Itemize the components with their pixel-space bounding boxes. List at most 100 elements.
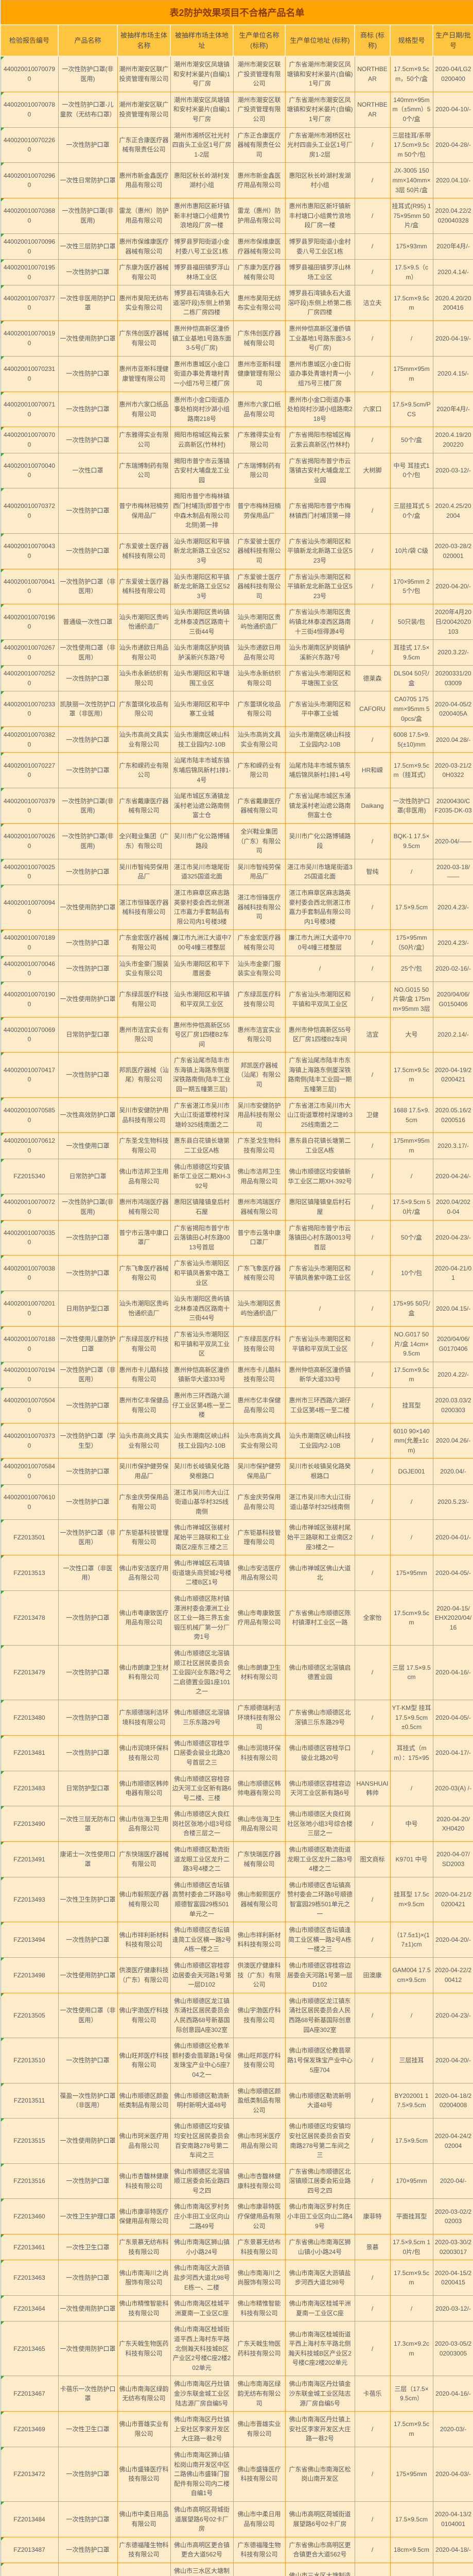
cell-sampled-entity-name: 广东爱彼士医疗器械科技有限公司 <box>117 568 171 605</box>
cell-brand: 景慕 <box>354 2234 391 2261</box>
cell-production-date: 2020-04-05/- <box>432 1699 473 1736</box>
cell-brand: / <box>354 639 391 666</box>
cell-sampled-entity-address: 惠州市小金口街道办事处柏岗村沙湖小组路南218号 <box>170 391 234 428</box>
cell-producer-address: 广东省汕头市潮阳区和平镇新龙北新路工业区523号 <box>285 533 355 569</box>
cell-sampled-entity-name: 汕头市金豪门服装实业有限公司 <box>117 955 171 982</box>
cell-spec-model: 17.5cm×9.5cm，50个/盒 <box>390 56 433 92</box>
cell-brand: 洁宜 <box>354 1016 391 1053</box>
cell-product-name: 一次性防护口罩 <box>58 955 118 982</box>
cell-brand: Daikang <box>354 788 391 824</box>
cell-sampled-entity-name: 广东爱彼士医疗器械科技有限公司 <box>117 533 171 569</box>
table-row: 4400200100705850 一次性高效防护口罩 吴川市安健防护用品科技有限公司… <box>0 1097 473 1133</box>
cell-spec-model: NO.G017 50片/盒 14cm×9.5cm <box>390 1326 433 1362</box>
table-row: 4400200100700700 一次性防护口罩 广东雅得实业有限公司 揭阳市榕城区梅… <box>0 427 473 453</box>
cell-spec-model: 17.5×9.5cm <box>390 2118 433 2164</box>
cell-report-no: FZ2013491 <box>0 1841 59 1877</box>
cell-sampled-entity-address: 佛山市顺德区陈村镇潭洲村委会潭洲工业区工业一路三界五金锻压机械厂第一分厂旁1号 <box>170 1590 234 1646</box>
cell-report-no: 4400200100703770 <box>0 285 59 321</box>
cell-sampled-entity-name: 供澳医疗健康科技（广东）有限公司 <box>117 1957 171 1993</box>
cell-brand: HANSHUAI韩帅 <box>354 1770 391 1807</box>
cell-product-name: 一次性防护口罩 <box>58 127 118 163</box>
cell-product-name: 一次性使用口罩（非医用） <box>58 639 118 666</box>
cell-production-date: 2020-04-19/- <box>432 320 473 357</box>
cell-producer-address: 广东省佛山市南海区狮山镇小小路24号 <box>285 2234 355 2261</box>
cell-brand: / <box>354 533 391 569</box>
cell-product-name: 日常防护口罩 <box>58 1158 118 1195</box>
table-row: 4400200100702010 日用防护型口罩 汕头市潮阳区贵屿怡通织造厂 汕头市潮… <box>0 1291 473 1327</box>
cell-product-name: 一次性防护口罩（非医用） <box>58 568 118 605</box>
cell-production-date: 2020-04-16/- <box>432 2376 473 2412</box>
cell-report-no: FZ2013487 <box>0 2536 59 2563</box>
cell-sampled-entity-address: 佛山市顺德区容桂华口居委会骏业北路20号首层之三 <box>170 1735 234 1771</box>
table-row: FZ2013483 日常防护型口罩 佛山市顺德区韩帅电器有限公司 佛山市顺德区容桂容边… <box>0 1770 473 1807</box>
cell-sampled-entity-address: 惠阳区秋长岭湖村发湖村小组 <box>170 162 234 199</box>
cell-brand: / <box>354 823 391 859</box>
cell-product-name: 一次性防护口罩 <box>58 427 118 453</box>
column-header-production-date: 生产日期/批号 <box>432 24 473 57</box>
cell-production-date: 2020.04.28/- <box>432 726 473 753</box>
cell-production-date: 2020-04-24/202004 <box>432 2118 473 2164</box>
cell-producer-address: 佛山市南海区桂城平洲夏南一工业区C座 <box>285 2295 355 2322</box>
cell-producer-name: 佛山市祥利新材料科技有限公司 <box>233 1922 286 1958</box>
cell-spec-model: 175×93mm <box>390 233 433 260</box>
cell-report-no: 4400200100703790 <box>0 788 59 824</box>
cell-spec-model: 挂耳式(R95) 175×95mm 50片/盒 <box>390 198 433 234</box>
cell-producer-address: 佛山市南海区桂城街道平西上海村东平路北侧瀚天科技城B区产业区2号楼C座2楼202… <box>285 2321 355 2377</box>
cell-brand: / <box>354 1876 391 1923</box>
cell-product-name: 一次性使用防护口罩 <box>58 320 118 357</box>
cell-brand: CAFORU <box>354 691 391 727</box>
cell-report-no: 4400200100700430 <box>0 533 59 569</box>
cell-producer-name: 佛山市洁邦卫生用品有限公司 <box>233 1158 286 1195</box>
cell-producer-name: 广东顺德瑞利洁环境科技有限公司 <box>233 1699 286 1736</box>
table-row: FZ2013469 一次性卫生口罩 佛山市晋雄实业有限公司 佛山市南海区丹灶镇上安社区… <box>0 2411 473 2447</box>
cell-producer-name: 佛山市润境环保科技有限公司 <box>233 1735 286 1771</box>
cell-product-name: 一次性防护口罩 <box>58 2260 118 2296</box>
table-row: 4400200100700790 一次性防护口罩(非医用) 潮州市潮安区联广投资管理… <box>0 56 473 92</box>
cell-producer-name: 佛山市顺德区韩帅电器有限公司 <box>233 1770 286 1807</box>
cell-producer-name: 佛山市粤康致医疗用品有限公司 <box>233 1590 286 1646</box>
cell-product-name: 一次性防护口罩 <box>58 1590 118 1646</box>
table-row: 4400200100706100 一次性防护口罩 广东金庆劳保用品有限公司 湛江市吴川… <box>0 1484 473 1520</box>
cell-producer-address: 佛山市顺德区容桂容边居委会天河路1号第一层D102 <box>285 1957 355 1993</box>
cell-sampled-entity-address: 汕尾市城区东涌镇龙溪村老汕遮公路南侧富士仓 <box>170 788 234 824</box>
cell-report-no: 4400200100702010 <box>0 1291 59 1327</box>
cell-spec-model: 三层挂耳 <box>390 2038 433 2083</box>
cell-producer-address: 佛山市禅城区张槎村尾始平三路联和工业南区2座3楼之一 <box>285 1519 355 1556</box>
cell-report-no: FZ2013505 <box>0 1992 59 2039</box>
cell-producer-name: 广东金庆劳保用品有限公司 <box>233 1484 286 1520</box>
cell-report-no: 4400200100703820 <box>0 726 59 753</box>
cell-producer-address: 广东省汕头市潮阳区和平镇新龙北新路工业区523号 <box>285 568 355 605</box>
cell-producer-address: 佛山市禅城区佛山大道北 <box>285 1555 355 1591</box>
cell-product-name: 一次性防护口罩 <box>58 488 118 534</box>
cell-report-no: 4400200100705840 <box>0 1458 59 1485</box>
cell-producer-name: 广东景慕无纺布科技有限公司 <box>233 2234 286 2261</box>
cell-report-no: FZ2013473 <box>0 2562 59 2576</box>
cell-product-name: 一次性三层无防布口罩 <box>58 1806 118 1842</box>
cell-producer-address: 广东省汕头市潮阳区和平中寨工业城 <box>285 691 355 727</box>
cell-producer-address: 广东省汕头市潮阳区和平塘围工业区 <box>285 665 355 692</box>
column-header-brand: 商标 (标称) <box>354 24 391 57</box>
cell-production-date: 2020.3.17/- <box>432 1132 473 1159</box>
cell-product-name: 一次性使用防护口罩 <box>58 2118 118 2164</box>
cell-producer-name: 惠州市亿丰保健品有限公司 <box>233 1387 286 1423</box>
cell-producer-address: 广东省揭阳市榕城区梅云紫云高新区(竹林村) <box>285 427 355 453</box>
table-row: FZ2013465 一次性使用防护口罩 广东天戟生物医药科技有限公司 佛山市南海区桂城… <box>0 2321 473 2377</box>
cell-producer-address: 广东省揭阳市普宁市云落镇田心村东路0013号首层 <box>285 1219 355 1256</box>
cell-brand: / <box>354 1219 391 1256</box>
cell-producer-address: 广东省佛山市高明区更合镇更合大道562号 <box>285 2536 355 2563</box>
cell-sampled-entity-name: 佛山市晋雄实业有限公司 <box>117 2411 171 2447</box>
cell-report-no: FZ2013494 <box>0 1922 59 1958</box>
cell-product-name: 一次性防护口罩 <box>58 2163 118 2199</box>
cell-brand: / <box>354 2501 391 2537</box>
cell-spec-model: 三层挂耳/系带 17.5cm×9.5cm 50个/包 <box>390 127 433 163</box>
cell-producer-address: 广东省揭阳市普宁市梅林镇西门村埔顶第一排 <box>285 488 355 534</box>
cell-production-date: 20200331/2003009 <box>432 665 473 692</box>
cell-producer-address: 惠州市三环西路六湖仔工业区第4栋一至二楼 <box>285 1387 355 1423</box>
cell-sampled-entity-address: 吴川市广化公路博铺路段 <box>170 823 234 859</box>
cell-production-date: 2020-03-05/202003005 <box>432 2321 473 2377</box>
table-row: 4400200100702260 一次性防护口罩 广东正合康医疗器械有限责任公司 潮州… <box>0 127 473 163</box>
cell-product-name: 康诺士一次性使用口罩 <box>58 1841 118 1877</box>
cell-report-no: 4400200100702520 <box>0 665 59 692</box>
table-row: 4400200100701950 一次性防护口罩 广东康为医疗器械有限公司 博罗县福田… <box>0 259 473 286</box>
cell-brand: / <box>354 1255 391 1292</box>
